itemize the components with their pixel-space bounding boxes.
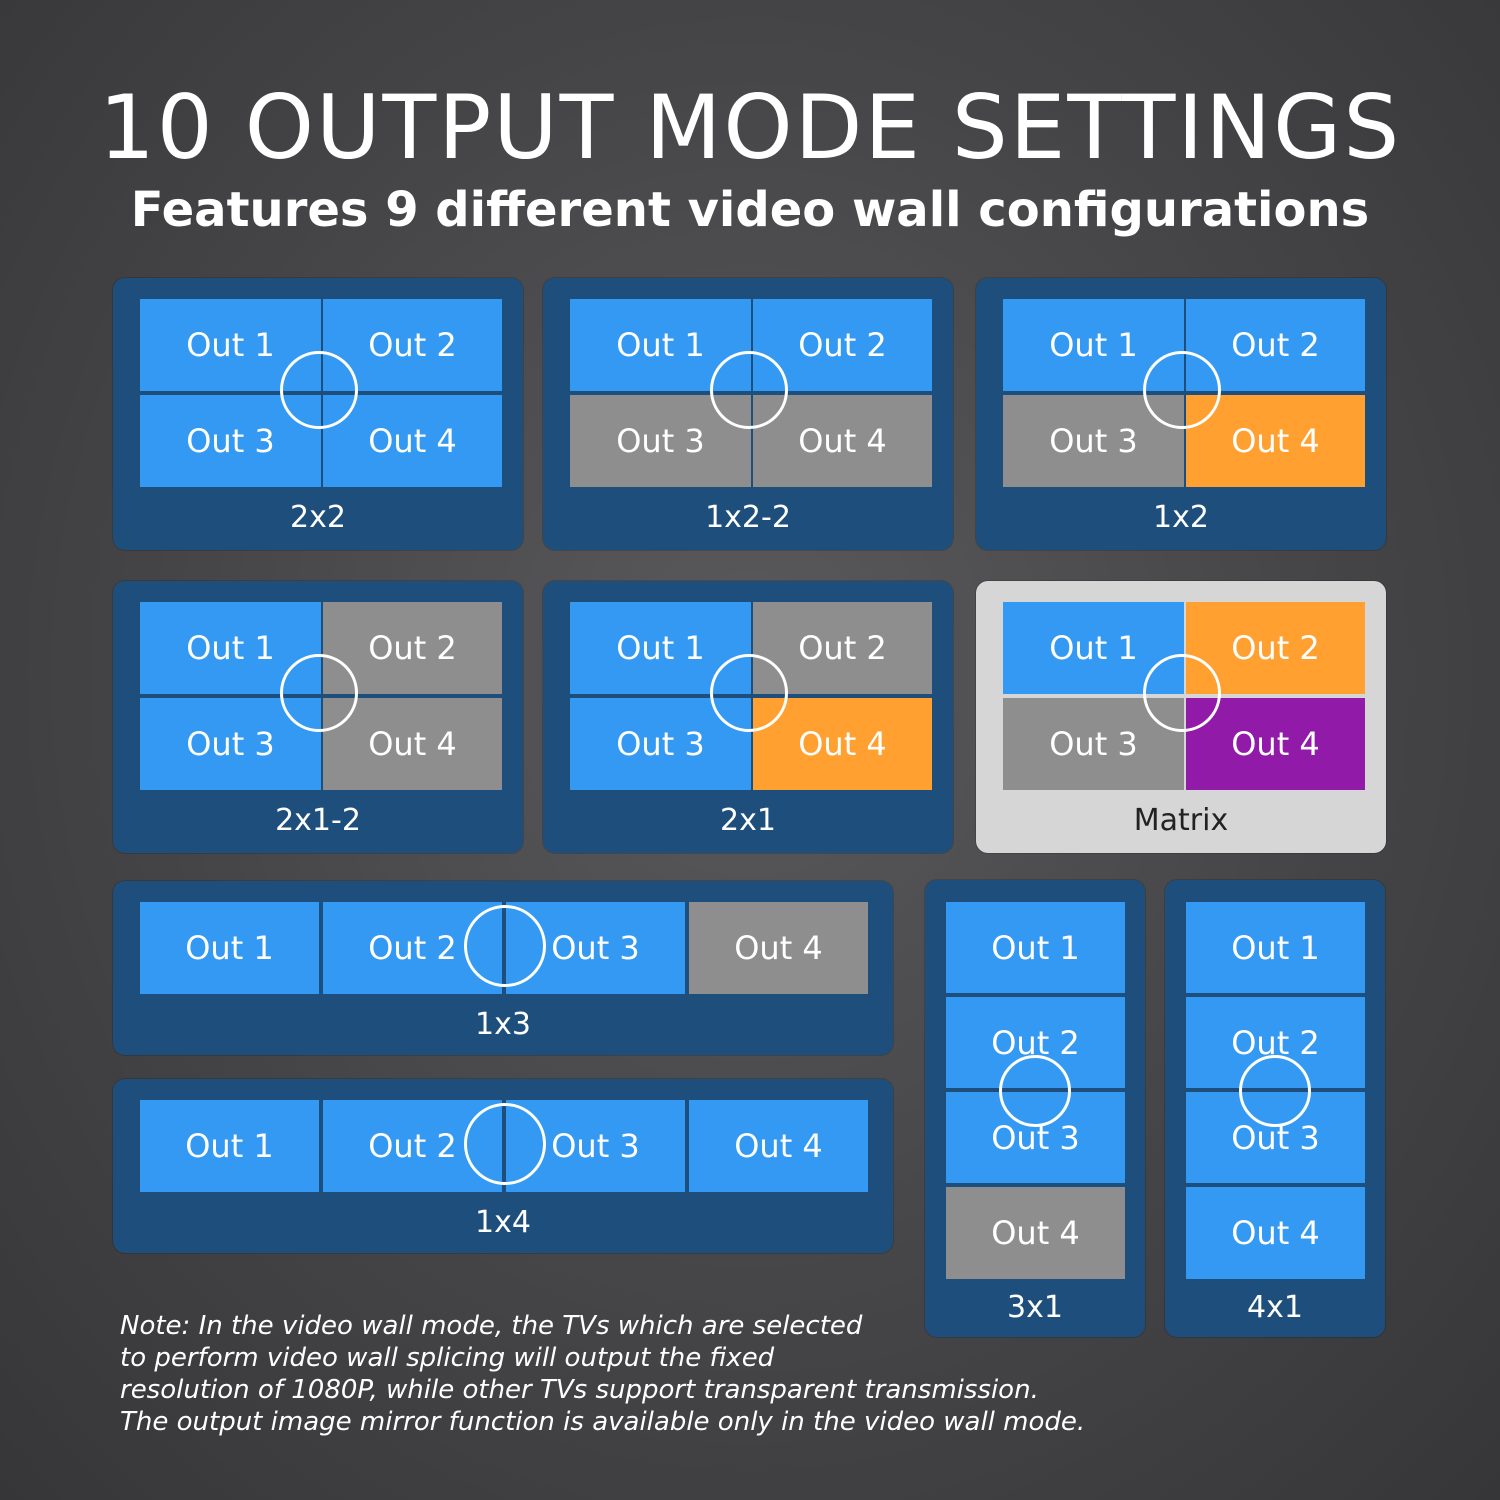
mode-label: 1x4 [475,1205,531,1240]
mode-label: 2x2 [290,500,346,535]
tile-out-4: Out 4 [689,1100,868,1192]
mode-2x2-panel[interactable]: Out 1 Out 2 Out 3 Out 4 2x2 [113,278,523,550]
footnote-line: Note: In the video wall mode, the TVs wh… [120,1311,863,1341]
mode-2x1-2-panel[interactable]: Out 1 Out 2 Out 3 Out 4 2x1-2 [113,581,523,853]
mode-label: 1x3 [475,1007,531,1042]
tile-out-3: Out 3 [1003,395,1184,487]
tile-out-4: Out 4 [323,698,502,790]
tile-out-2: Out 2 [1186,299,1365,391]
mode-4x1-panel[interactable]: Out 1 Out 2 Out 3 Out 4 4x1 [1165,880,1385,1337]
mode-label: 1x2 [1153,500,1209,535]
mode-matrix-panel[interactable]: Out 1 Out 2 Out 3 Out 4 Matrix [976,581,1386,853]
tile-out-3: Out 3 [506,1100,685,1192]
tile-out-2: Out 2 [753,299,932,391]
tile-out-4: Out 4 [1186,698,1365,790]
footnote: Note: In the video wall mode, the TVs wh… [120,1310,1120,1438]
tile-out-1: Out 1 [1003,299,1184,391]
mode-label: 2x1 [720,803,776,838]
tile-out-2: Out 2 [323,902,502,994]
tile-out-2: Out 2 [753,602,932,694]
tile-out-1: Out 1 [140,602,321,694]
tile-out-2: Out 2 [323,602,502,694]
tile-out-3: Out 3 [140,395,321,487]
mode-2x1-panel[interactable]: Out 1 Out 2 Out 3 Out 4 2x1 [543,581,953,853]
tile-out-3: Out 3 [1186,1092,1365,1183]
mode-1x2-panel[interactable]: Out 1 Out 2 Out 3 Out 4 1x2 [976,278,1386,550]
mode-3x1-panel[interactable]: Out 1 Out 2 Out 3 Out 4 3x1 [925,880,1145,1337]
tile-out-1: Out 1 [140,1100,319,1192]
tile-out-3: Out 3 [1003,698,1184,790]
tile-out-2: Out 2 [323,1100,502,1192]
tile-out-2: Out 2 [1186,602,1365,694]
tile-out-4: Out 4 [323,395,502,487]
tile-out-4: Out 4 [1186,395,1365,487]
tile-out-1: Out 1 [140,902,319,994]
page-title: 10 OUTPUT MODE SETTINGS [98,76,1402,179]
tile-out-1: Out 1 [570,602,751,694]
tile-out-1: Out 1 [1003,602,1184,694]
tile-out-1: Out 1 [140,299,321,391]
page-subtitle: Features 9 different video wall configur… [130,182,1370,238]
mode-1x2-2-panel[interactable]: Out 1 Out 2 Out 3 Out 4 1x2-2 [543,278,953,550]
mode-1x4-panel[interactable]: Out 1 Out 2 Out 3 Out 4 1x4 [113,1079,893,1253]
tile-out-4: Out 4 [753,698,932,790]
tile-out-3: Out 3 [570,395,751,487]
mode-label: 1x2-2 [705,500,791,535]
footnote-line: The output image mirror function is avai… [120,1407,1086,1437]
tile-out-4: Out 4 [689,902,868,994]
tile-out-4: Out 4 [946,1187,1125,1279]
tile-out-2: Out 2 [946,997,1125,1088]
tile-out-4: Out 4 [1186,1187,1365,1279]
footnote-line: resolution of 1080P, while other TVs sup… [120,1375,1039,1405]
tile-out-3: Out 3 [140,698,321,790]
mode-label: 2x1-2 [275,803,361,838]
tile-out-1: Out 1 [946,902,1125,993]
mode-label: 3x1 [1007,1290,1063,1325]
tile-out-2: Out 2 [1186,997,1365,1088]
tile-out-3: Out 3 [506,902,685,994]
mode-label: Matrix [1133,803,1229,838]
tile-out-1: Out 1 [1186,902,1365,993]
mode-label: 4x1 [1247,1290,1303,1325]
tile-out-1: Out 1 [570,299,751,391]
mode-1x3-panel[interactable]: Out 1 Out 2 Out 3 Out 4 1x3 [113,881,893,1055]
tile-out-2: Out 2 [323,299,502,391]
tile-out-3: Out 3 [570,698,751,790]
tile-out-4: Out 4 [753,395,932,487]
tile-out-3: Out 3 [946,1092,1125,1183]
footnote-line: to perform video wall splicing will outp… [120,1343,775,1373]
